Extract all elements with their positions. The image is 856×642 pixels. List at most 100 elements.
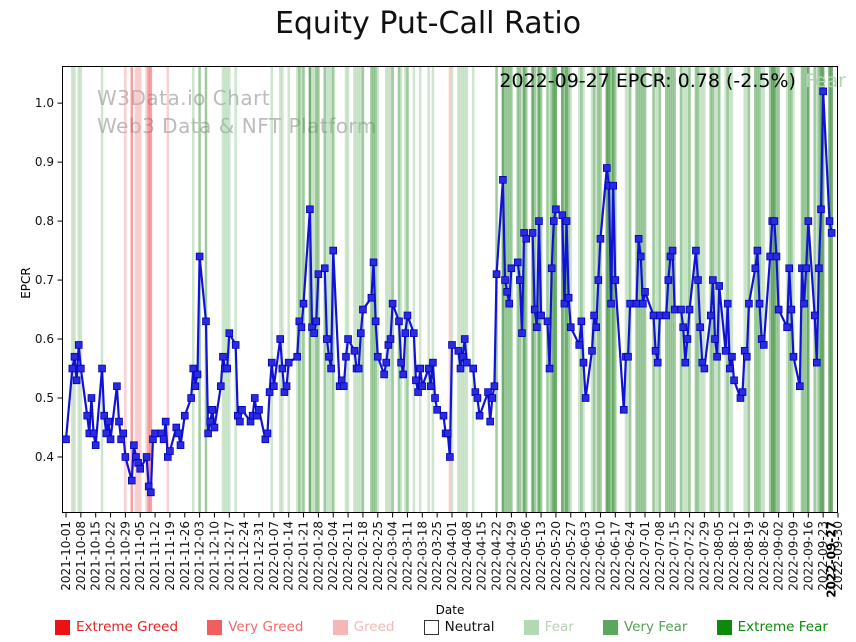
data-point-marker <box>255 405 263 414</box>
data-point-marker <box>359 305 367 314</box>
data-point-marker <box>636 252 645 261</box>
data-point-marker <box>624 352 632 361</box>
legend-swatch-greed <box>332 619 348 635</box>
band-fear <box>463 66 466 513</box>
data-point-marker <box>726 364 734 373</box>
data-point-marker <box>486 417 494 426</box>
data-point-marker <box>147 488 155 497</box>
data-point-marker <box>607 299 615 308</box>
band-very-fear <box>669 66 672 513</box>
band-extreme-fear <box>522 66 526 513</box>
data-point-marker <box>161 417 170 426</box>
data-point-marker <box>770 217 779 225</box>
data-point-marker <box>609 181 617 190</box>
data-point-marker <box>759 341 768 349</box>
band-fear <box>656 66 659 513</box>
data-point-marker <box>537 311 545 320</box>
watermark-line2: Web3 Data & NFT Platform <box>97 114 376 138</box>
band-fear <box>234 66 237 513</box>
x-tick-label: 2022-04-22 <box>490 521 504 591</box>
data-point-marker <box>817 205 825 214</box>
x-tick-label: 2022-07-22 <box>683 521 697 591</box>
data-point-marker <box>386 335 395 343</box>
band-fear <box>278 66 282 513</box>
y-tick-label: 0.7 <box>35 273 54 287</box>
data-point-marker <box>632 299 641 308</box>
data-point-marker <box>115 417 123 426</box>
x-tick-label: 2022-01-14 <box>282 521 296 591</box>
data-point-marker <box>662 311 671 320</box>
data-point-marker <box>715 282 724 290</box>
band-very-fear <box>580 66 583 513</box>
data-point-marker <box>367 293 376 302</box>
data-point-marker <box>276 335 285 343</box>
data-point-marker <box>575 341 584 349</box>
x-tick-label: 2021-12-03 <box>193 521 207 591</box>
x-tick-label: 2021-11-26 <box>178 521 192 591</box>
data-point-marker <box>713 352 721 361</box>
band-fear <box>77 66 80 513</box>
data-point-marker <box>399 370 408 379</box>
band-very-fear <box>204 66 208 513</box>
x-tick-label: 2022-02-18 <box>356 521 370 591</box>
data-point-marker <box>297 323 306 332</box>
legend-swatch-very-fear <box>603 619 618 635</box>
data-point-marker <box>204 429 212 438</box>
data-point-marker <box>543 317 552 326</box>
data-point-marker <box>579 358 588 367</box>
x-tick-label: 2022-05-06 <box>519 521 533 591</box>
band-fear <box>548 66 551 513</box>
data-point-marker <box>581 394 590 402</box>
x-tick-label: 2022-03-18 <box>415 521 429 591</box>
data-point-marker <box>552 205 560 214</box>
data-point-marker <box>562 217 571 225</box>
data-point-marker <box>180 411 189 420</box>
data-point-marker <box>151 429 159 438</box>
band-very-fear <box>397 66 401 513</box>
data-point-marker <box>634 234 643 243</box>
band-very-fear <box>599 66 602 513</box>
data-point-marker <box>681 358 690 367</box>
data-point-marker <box>195 252 204 261</box>
band-extreme-fear <box>771 66 774 513</box>
data-point-marker <box>513 258 522 267</box>
legend-label-very-greed: Very Greed <box>228 619 304 635</box>
band-extreme-fear <box>819 66 823 513</box>
band-fear <box>760 66 763 513</box>
data-point-marker <box>528 229 537 237</box>
legend-swatch-neutral <box>423 619 439 635</box>
data-point-marker <box>431 394 439 402</box>
band-fear <box>471 66 475 513</box>
data-point-marker <box>738 388 747 396</box>
x-tick-label: 2022-08-12 <box>727 521 741 591</box>
legend-swatch-extreme-fear <box>716 619 732 635</box>
data-point-marker <box>371 317 380 326</box>
band-extreme-fear <box>607 66 611 513</box>
annotation-text: 2022-09-27 EPCR: 0.78 (-2.5%) <box>499 70 796 92</box>
data-point-marker <box>210 423 219 432</box>
data-point-marker <box>62 435 70 444</box>
data-point-marker <box>342 352 350 361</box>
band-fear <box>728 66 732 513</box>
data-point-marker <box>310 329 318 337</box>
data-point-marker <box>499 176 507 184</box>
legend-item-greed: Greed <box>332 619 395 635</box>
band-very-fear <box>679 66 683 513</box>
data-point-marker <box>692 246 700 255</box>
band-very-greed <box>147 66 150 513</box>
band-extreme-fear <box>830 66 833 513</box>
data-point-marker <box>458 352 467 361</box>
data-point-marker <box>356 329 365 337</box>
band-fear <box>681 66 685 513</box>
data-point-marker <box>225 329 234 337</box>
data-point-marker <box>789 352 798 361</box>
band-fear <box>792 66 795 513</box>
data-point-marker <box>488 394 497 402</box>
band-fear <box>376 66 380 513</box>
data-point-marker <box>484 388 492 396</box>
watermark: W3Data.io Chart Web3 Data & NFT Platform <box>97 84 377 140</box>
x-tick-label: 2021-10-29 <box>118 521 132 591</box>
x-tick-label: 2022-09-02 <box>772 521 786 591</box>
data-point-marker <box>102 429 111 438</box>
